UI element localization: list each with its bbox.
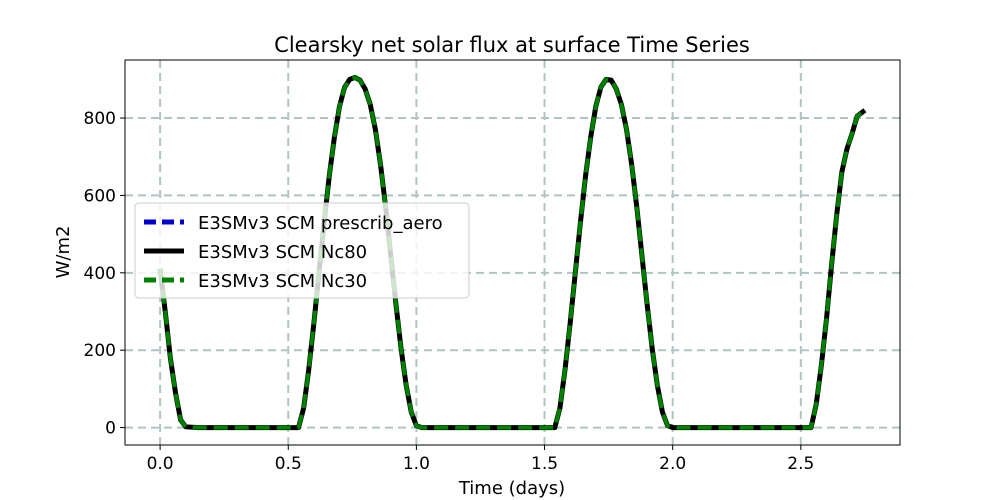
legend: E3SMv3 SCM prescrib_aero E3SMv3 SCM Nc80… [134, 202, 470, 299]
legend-label-nc80: E3SMv3 SCM Nc80 [198, 242, 367, 263]
y-tick-label: 0 [105, 419, 116, 439]
y-axis-label: W/m2 [53, 226, 74, 279]
x-tick-label: 0.5 [275, 454, 302, 474]
x-tick-label: 2.0 [659, 454, 686, 474]
y-tick-label: 800 [84, 109, 116, 129]
y-tick-label: 200 [84, 341, 116, 361]
legend-box [134, 202, 470, 299]
plot-frame [124, 59, 901, 446]
axis-ticks: 0.0 0.5 1.0 1.5 2.0 2.5 0 200 400 600 800 [84, 109, 815, 474]
x-tick-label: 1.0 [403, 454, 430, 474]
x-tick-label: 1.5 [531, 454, 558, 474]
x-tick-label: 2.5 [787, 454, 814, 474]
y-tick-label: 400 [84, 264, 116, 284]
legend-label-nc30: E3SMv3 SCM Nc30 [198, 271, 367, 292]
chart-title: Clearsky net solar flux at surface Time … [274, 33, 750, 57]
x-axis-label: Time (days) [458, 478, 565, 499]
x-tick-label: 0.0 [147, 454, 174, 474]
legend-label-prescrib-aero: E3SMv3 SCM prescrib_aero [198, 213, 443, 234]
y-tick-label: 600 [84, 186, 116, 206]
